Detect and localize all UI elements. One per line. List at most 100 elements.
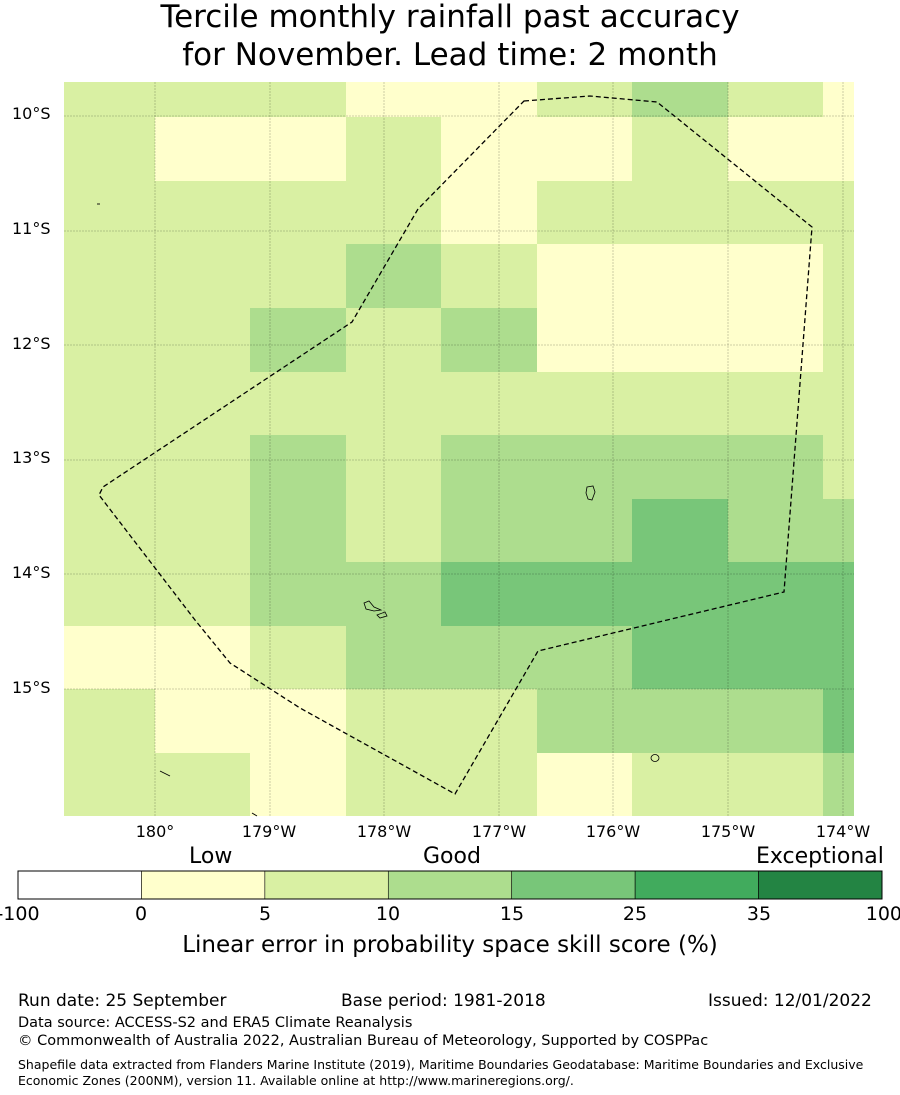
grid-cell: [728, 308, 823, 372]
grid-cell: [64, 308, 155, 372]
grid-cell: [823, 499, 854, 562]
grid-cell: [728, 117, 823, 181]
chart-title-line-2: for November. Lead time: 2 month: [182, 37, 718, 73]
colorbar-tick-0: 0: [134, 903, 148, 925]
base-period: Base period: 1981-2018: [341, 991, 546, 1011]
grid-cell: [728, 753, 823, 816]
grid-cell: [728, 499, 823, 562]
grid-cell: [728, 372, 823, 435]
colorbar-tick-100: 100: [865, 903, 900, 925]
lat-label-15s: 15°S: [12, 678, 51, 697]
lon-label-174w: 174°W: [815, 822, 871, 841]
grid-cell: [632, 626, 728, 689]
grid-cell: [537, 117, 632, 181]
colorbar-segment: [141, 870, 266, 900]
grid-cell: [823, 181, 854, 244]
grid-cell: [346, 372, 441, 435]
grid-cell: [250, 562, 346, 626]
colorbar-segment: [387, 870, 513, 900]
grid-cell: [441, 435, 537, 499]
grid-cell: [64, 435, 155, 499]
grid-cell: [346, 626, 441, 689]
colorbar-segment: [511, 870, 636, 900]
run-date: Run date: 25 September: [18, 991, 227, 1011]
grid-cell: [250, 689, 346, 753]
grid-cell: [64, 562, 155, 626]
category-low: Low: [189, 844, 233, 869]
colorbar-segment: [758, 870, 883, 900]
grid-cell: [537, 626, 632, 689]
grid-cell: [64, 753, 155, 816]
colorbar: [17, 870, 883, 900]
island-small-east: [650, 754, 660, 762]
grid-cell: [537, 689, 632, 753]
graticule: [64, 82, 854, 816]
grid-cell: [155, 689, 250, 753]
lon-label-180: 180°: [135, 822, 175, 841]
grid-cell: [537, 435, 632, 499]
grid-cell: [441, 689, 537, 753]
grid-cell: [632, 435, 728, 499]
lon-label-175w: 175°W: [700, 822, 756, 841]
grid-cell: [441, 753, 537, 816]
grid-cell: [537, 308, 632, 372]
grid-cell: [537, 82, 632, 117]
grid-cell: [823, 372, 854, 435]
grid-cell: [155, 308, 250, 372]
grid-cell: [250, 181, 346, 244]
grid-cell: [632, 499, 728, 562]
grid-cell: [64, 82, 155, 117]
grid-cell: [441, 244, 537, 308]
grid-cell: [346, 82, 441, 117]
grid-cell: [250, 499, 346, 562]
shapefile-credit: Shapefile data extracted from Flanders M…: [18, 1057, 864, 1088]
lat-label-14s: 14°S: [12, 563, 51, 582]
category-exceptional: Exceptional: [756, 844, 884, 869]
grid-cell: [346, 181, 441, 244]
island-nukunonu: [585, 485, 596, 501]
grid-cell: [346, 562, 441, 626]
grid-cell: [537, 562, 632, 626]
grid-cell: [346, 244, 441, 308]
colorbar-segment: [634, 870, 759, 900]
colorbar-segment: [17, 870, 142, 900]
grid-cell: [64, 499, 155, 562]
grid-cell: [250, 308, 346, 372]
grid-cell: [728, 244, 823, 308]
lat-label-13s: 13°S: [12, 448, 51, 467]
grid-cell: [250, 372, 346, 435]
colorbar-label: Linear error in probability space skill …: [182, 932, 718, 958]
grid-cell: [537, 244, 632, 308]
lat-label-12s: 12°S: [12, 334, 51, 353]
grid-cell: [64, 626, 155, 689]
grid-cell: [823, 753, 854, 816]
data-source: Data source: ACCESS-S2 and ERA5 Climate …: [18, 1015, 413, 1031]
grid-cell: [346, 435, 441, 499]
grid-cell: [346, 308, 441, 372]
grid-cell: [823, 689, 854, 753]
colorbar-tick-15: 15: [499, 903, 525, 925]
grid-cell: [64, 117, 155, 181]
colorbar-border: [17, 870, 883, 900]
grid-cell: [632, 82, 728, 117]
grid-cell: [441, 82, 537, 117]
issued-date: Issued: 12/01/2022: [708, 991, 872, 1011]
lat-label-10s: 10°S: [12, 104, 51, 123]
grid-cell: [155, 753, 250, 816]
grid-cell: [155, 626, 250, 689]
grid-cell: [441, 308, 537, 372]
lon-label-178w: 178°W: [356, 822, 412, 841]
grid-cell: [346, 689, 441, 753]
grid-cell: [823, 562, 854, 626]
island-fakaofo: [363, 600, 383, 612]
grid-cell: [441, 181, 537, 244]
grid-cell: [823, 117, 854, 181]
grid-cell: [346, 117, 441, 181]
grid-cell: [155, 562, 250, 626]
grid-cell: [155, 372, 250, 435]
grid-cell: [346, 753, 441, 816]
grid-cell: [346, 499, 441, 562]
lat-label-11s: 11°S: [12, 219, 51, 238]
grid-cell: [441, 499, 537, 562]
